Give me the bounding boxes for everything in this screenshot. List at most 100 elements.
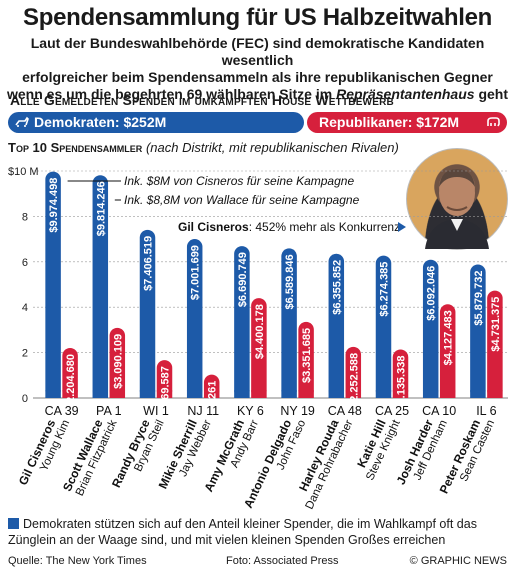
- annotation-text: Gil Cisneros: 452% mehr als Konkurrenz: [178, 220, 400, 234]
- dem-value-label: $6.690.749: [237, 252, 249, 307]
- dem-bar-base: [234, 390, 250, 398]
- page-title: Spendensammlung für US Halbzeitwahlen: [23, 4, 492, 31]
- dem-value-label: $5.879.732: [473, 271, 485, 326]
- rep-value-label: $4.400.178: [254, 304, 266, 359]
- category-label: NJ 11: [187, 404, 219, 418]
- rep-bar: [392, 349, 409, 398]
- rep-bar: [251, 298, 267, 398]
- rep-bar: [439, 304, 456, 398]
- y-tick-label: 0: [22, 393, 28, 405]
- dem-value-label: $7.001.699: [190, 245, 202, 300]
- rep-bar-base: [298, 390, 314, 398]
- subtitle-line-3: wenn es um die begehrten 69 wählbaren Si…: [6, 86, 509, 102]
- dem-bar: [470, 264, 486, 398]
- dem-bar-base: [281, 390, 297, 398]
- dem-bar-base: [470, 390, 486, 398]
- bottom-note: Demokraten stützen sich auf den Anteil k…: [8, 517, 477, 547]
- dem-value-label: $6.092.046: [426, 266, 438, 321]
- category-label: NY 19: [280, 404, 315, 418]
- subtitle-line-2: erfolgreicher beim Spendensammeln als ih…: [22, 69, 493, 85]
- blue-square-icon: [8, 518, 19, 529]
- category-label: CA 39: [45, 404, 79, 418]
- rep-bar-base: [203, 390, 220, 398]
- rep-value-label: $1.669.587: [160, 366, 172, 421]
- dem-bar: [186, 239, 203, 398]
- source-credit: Quelle: The New York Times: [8, 555, 147, 567]
- subtitle-line-1: Laut der Bundeswahlbehörde (FEC) sind de…: [30, 35, 485, 68]
- rep-value-label: $2.135.338: [396, 356, 408, 411]
- dem-bar-base: [45, 390, 61, 398]
- y-tick-label: 8: [22, 211, 28, 223]
- rep-total-bar: Republikaner: $172M: [307, 112, 507, 133]
- annotation-text: Ink. $8,8M von Wallace für seine Kampagn…: [124, 193, 360, 207]
- dem-value-label: $7.406.519: [143, 236, 155, 291]
- rep-bar-base: [487, 390, 503, 398]
- rep-bar: [345, 346, 362, 398]
- rep-value-label: $2.252.588: [348, 353, 360, 408]
- annotation-text: Ink. $8M von Cisneros für seine Kampagne: [124, 174, 354, 188]
- dem-bar-base: [186, 390, 203, 398]
- dem-total-bar: Demokraten: $252M: [8, 112, 304, 133]
- dem-bar: [281, 248, 297, 398]
- rep-bar-base: [439, 390, 456, 398]
- rep-value-label: $4.731.375: [490, 297, 502, 352]
- rep-bar-base: [392, 390, 409, 398]
- dem-total-label: Demokraten: $252M: [34, 114, 167, 130]
- photo-credit: Foto: Associated Press: [226, 555, 339, 567]
- donkey-icon: [15, 116, 29, 127]
- rep-bar: [109, 327, 126, 398]
- rep-total-label: Republikaner: $172M: [319, 114, 460, 130]
- elephant-icon: [487, 117, 500, 127]
- rep-bar: [487, 290, 503, 398]
- category-label: WI 1: [143, 404, 169, 418]
- dem-value-label: $6.274.385: [379, 262, 391, 317]
- y-tick-label: 4: [22, 302, 28, 314]
- category-label: CA 10: [422, 404, 456, 418]
- rep-bar: [298, 321, 314, 398]
- dem-bar: [234, 246, 250, 398]
- rep-bar-base: [345, 390, 362, 398]
- category-label: CA 48: [328, 404, 362, 418]
- dem-bar: [328, 253, 345, 398]
- rep-value-label: $1.028.261: [207, 381, 219, 436]
- dem-bar: [45, 171, 61, 398]
- dem-bar-base: [422, 390, 439, 398]
- subtitle: Laut der Bundeswahlbehörde (FEC) sind de…: [6, 35, 509, 103]
- dem-bar-base: [92, 390, 109, 398]
- rep-bar-base: [156, 390, 173, 398]
- dem-bar-base: [375, 390, 392, 398]
- rep-bar-base: [109, 390, 126, 398]
- section-heading: Alle Gemeldeten Spenden im umkämpften Ho…: [10, 92, 394, 108]
- dem-value-label: $9.974.498: [48, 178, 60, 233]
- y-tick-label: $10 M: [8, 166, 39, 178]
- category-label: KY 6: [237, 404, 264, 418]
- dem-value-label: $6.589.846: [284, 254, 296, 309]
- rep-value-label: $2.204.680: [65, 354, 77, 409]
- rep-bar-base: [62, 390, 78, 398]
- dem-bar: [139, 229, 156, 398]
- rep-value-label: $3.090.109: [112, 334, 124, 389]
- dem-bar-base: [139, 390, 156, 398]
- category-label: CA 25: [375, 404, 409, 418]
- rep-bar: [156, 360, 173, 398]
- category-label: PA 1: [96, 404, 122, 418]
- dem-bar: [422, 259, 439, 398]
- dem-bar-base: [328, 390, 345, 398]
- pointer-triangle-icon: [398, 222, 406, 232]
- portrait-drawing: [425, 169, 489, 249]
- top10-heading: Top 10 Spendensammler (nach Distrikt, mi…: [8, 140, 399, 155]
- dem-bar: [92, 175, 109, 398]
- y-tick-label: 2: [22, 348, 28, 360]
- category-label: IL 6: [476, 404, 496, 418]
- dem-value-label: $6.355.852: [331, 260, 343, 315]
- rep-bar-base: [251, 390, 267, 398]
- y-tick-label: 6: [22, 257, 28, 269]
- dem-value-label: $9.814.246: [95, 181, 107, 236]
- rep-bar: [62, 347, 78, 398]
- rep-value-label: $3.351.685: [301, 328, 313, 383]
- rep-value-label: $4.127.483: [443, 310, 455, 365]
- dem-bar: [375, 255, 392, 398]
- copyright: © GRAPHIC NEWS: [409, 555, 507, 567]
- portrait-photo: [406, 148, 508, 250]
